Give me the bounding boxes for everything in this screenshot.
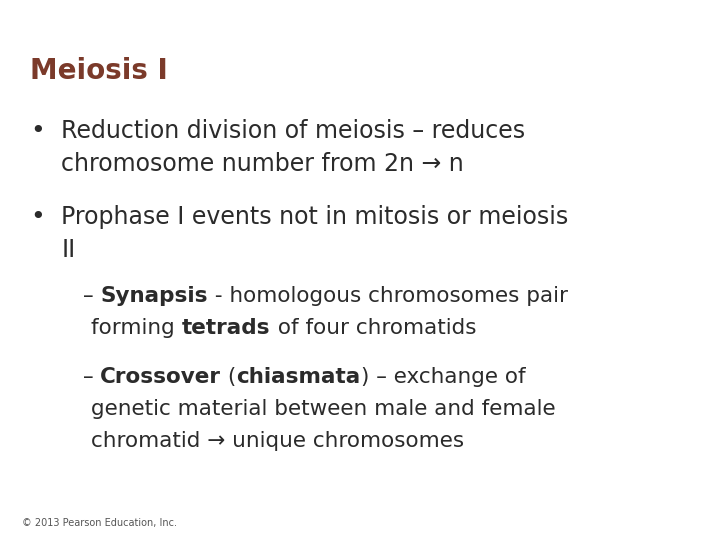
Text: •: •	[30, 205, 45, 229]
Text: chiasmata: chiasmata	[237, 367, 361, 387]
Text: II: II	[61, 238, 76, 262]
Text: Reduction division of meiosis – reduces: Reduction division of meiosis – reduces	[61, 119, 526, 143]
Text: Meiosis I: Meiosis I	[30, 57, 168, 85]
Text: tetrads: tetrads	[182, 318, 271, 338]
Text: chromatid → unique chromosomes: chromatid → unique chromosomes	[91, 431, 464, 451]
Text: © 2013 Pearson Education, Inc.: © 2013 Pearson Education, Inc.	[22, 518, 176, 528]
Text: ) – exchange of: ) – exchange of	[361, 367, 526, 387]
Text: Synapsis: Synapsis	[100, 286, 208, 306]
Text: Prophase I events not in mitosis or meiosis: Prophase I events not in mitosis or meio…	[61, 205, 569, 229]
Text: –: –	[83, 367, 100, 387]
Text: •: •	[30, 119, 45, 143]
Text: of four chromatids: of four chromatids	[271, 318, 476, 338]
Text: (: (	[221, 367, 237, 387]
Text: - homologous chromosomes pair: - homologous chromosomes pair	[208, 286, 568, 306]
Text: Crossover: Crossover	[100, 367, 221, 387]
Text: forming: forming	[91, 318, 182, 338]
Text: –: –	[83, 286, 100, 306]
Text: chromosome number from 2n → n: chromosome number from 2n → n	[61, 152, 464, 176]
Text: genetic material between male and female: genetic material between male and female	[91, 399, 556, 419]
